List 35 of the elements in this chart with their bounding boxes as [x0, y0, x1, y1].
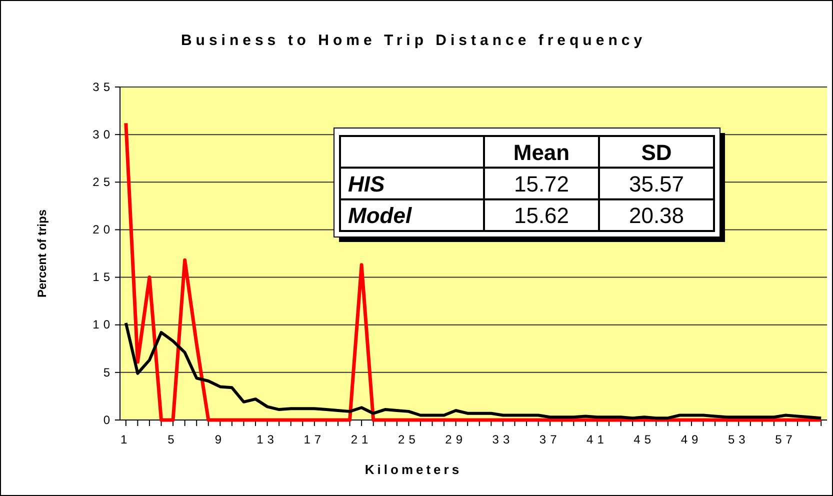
annotation: HIS	[348, 172, 385, 196]
x-tick-label: 17	[304, 432, 326, 446]
x-tick-label: 41	[586, 432, 608, 446]
annotation: Mean	[513, 140, 570, 165]
x-tick-label: 53	[728, 432, 750, 446]
x-tick-label: 57	[775, 432, 796, 446]
annotation: Model	[348, 203, 412, 228]
y-tick-label: 5	[103, 365, 114, 380]
y-axis-title: Percent of trips	[35, 209, 49, 298]
x-tick-label: 33	[492, 432, 514, 446]
x-tick-label: 1	[120, 432, 132, 446]
annotation: 20.38	[628, 203, 684, 228]
y-tick-label: 35	[92, 80, 114, 94]
annotation: 35.57	[628, 172, 684, 196]
y-tick-label: 15	[92, 270, 114, 284]
annotation: 15.62	[514, 203, 570, 228]
y-tick-label: 0	[103, 412, 114, 427]
x-tick-label: 45	[634, 432, 656, 446]
x-tick-label: 29	[445, 432, 467, 446]
y-tick-label: 20	[92, 222, 114, 237]
x-tick-label: 9	[214, 432, 226, 446]
x-axis-title: Kilometers	[364, 462, 462, 477]
chart-title: Business to Home Trip Distance frequency	[180, 32, 646, 49]
x-tick-label: 49	[680, 432, 702, 446]
line-series	[124, 121, 823, 422]
annotation: 15.72	[514, 172, 570, 196]
annotation: SD	[641, 140, 672, 165]
y-tick-label: 10	[92, 318, 114, 332]
x-tick-label: 13	[256, 432, 278, 446]
x-tick-label: 21	[350, 432, 372, 446]
x-tick-label: 37	[539, 432, 561, 446]
x-tick-label: 5	[168, 432, 178, 446]
x-tick-label: 25	[398, 432, 420, 446]
y-tick-label: 25	[92, 174, 114, 189]
y-tick-label: 30	[92, 127, 114, 142]
